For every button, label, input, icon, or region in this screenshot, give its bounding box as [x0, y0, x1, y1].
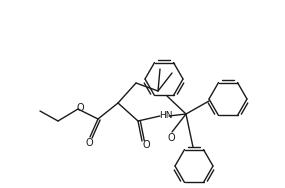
Text: O: O: [142, 140, 150, 150]
Text: O: O: [76, 103, 84, 113]
Text: HN: HN: [159, 111, 172, 120]
Text: O: O: [167, 133, 175, 143]
Text: O: O: [85, 138, 93, 148]
